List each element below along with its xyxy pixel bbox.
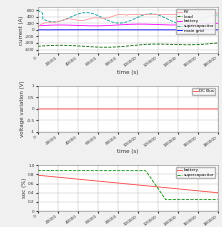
Y-axis label: soc (%): soc (%): [22, 178, 27, 198]
Legend: battery, supercapacitor: battery, supercapacitor: [176, 167, 216, 178]
Legend: PV, Load, battery, supercapacitor, main grid: PV, Load, battery, supercapacitor, main …: [176, 9, 216, 34]
X-axis label: time (s): time (s): [117, 149, 138, 154]
Y-axis label: voltage variation (V): voltage variation (V): [20, 81, 25, 137]
Legend: DC Bus: DC Bus: [192, 88, 216, 94]
Y-axis label: current (A): current (A): [19, 15, 24, 44]
X-axis label: time (s): time (s): [117, 70, 138, 75]
